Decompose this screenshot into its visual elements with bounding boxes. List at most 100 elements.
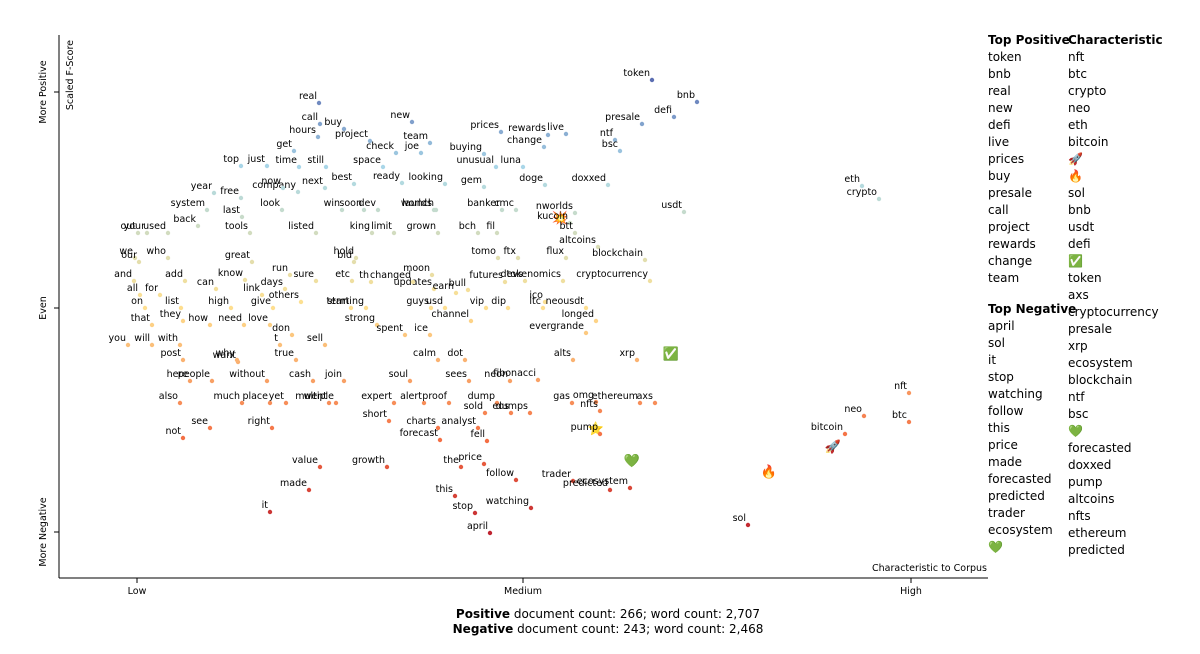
point-label: alert [400, 391, 422, 402]
point [239, 400, 245, 406]
point-label: fil [486, 221, 495, 232]
list-item: change [988, 254, 1032, 268]
point-label: real [299, 91, 317, 102]
point-emoji: 💚 [624, 453, 641, 469]
list-item: 💚 [988, 540, 1003, 554]
point [269, 425, 275, 431]
point [351, 259, 357, 265]
point-label: etc [335, 269, 350, 280]
point [209, 378, 215, 384]
point [410, 279, 416, 285]
point-label: cash [289, 369, 311, 380]
list-item: doxxed [1068, 458, 1111, 472]
point [418, 150, 424, 156]
list-item: defi [1068, 237, 1091, 251]
list-item: blockchain [1068, 373, 1132, 387]
point-emoji: ✅ [663, 346, 679, 362]
point-label: dev [359, 198, 377, 209]
point [507, 378, 513, 384]
point-label: dip [491, 296, 506, 307]
point [213, 286, 219, 292]
point-label: ethereum [592, 391, 638, 402]
point-label: limit [371, 221, 392, 232]
point [135, 230, 141, 236]
point [617, 148, 623, 154]
point-label: bitcoin [811, 422, 843, 433]
point [513, 207, 519, 213]
point-label: change [507, 135, 542, 146]
point-label: nfts [580, 399, 598, 410]
point-label: longed [562, 309, 594, 320]
point [391, 400, 397, 406]
y-tick-label: More Negative [38, 497, 49, 566]
point-label: it [262, 500, 269, 511]
list-item: token [988, 50, 1022, 64]
point [527, 410, 533, 416]
point-label: others [269, 290, 299, 301]
point [520, 164, 526, 170]
point [583, 305, 589, 311]
point-label: and [114, 269, 132, 280]
list-item: april [988, 319, 1015, 333]
point [421, 400, 427, 406]
point [239, 214, 245, 220]
point [367, 138, 373, 144]
point-label: buy [324, 117, 342, 128]
point-label: tokenomics [507, 269, 561, 280]
point [572, 230, 578, 236]
point-label: unusual [457, 155, 495, 166]
point [326, 400, 332, 406]
point [353, 255, 359, 261]
list-item: follow [988, 404, 1024, 418]
point-label: grown [407, 221, 436, 232]
point [384, 464, 390, 470]
list-item: forecasted [988, 472, 1052, 486]
list-item: presale [988, 186, 1032, 200]
point-label: live [547, 122, 564, 133]
list-item: pump [1068, 475, 1103, 489]
point [484, 438, 490, 444]
point [472, 510, 478, 516]
point-label: ntf [600, 128, 614, 139]
point-label: devs [501, 269, 523, 280]
point-label: system [171, 198, 205, 209]
point [409, 119, 415, 125]
point [861, 413, 867, 419]
point-label: free [220, 186, 239, 197]
list-item: btc [1068, 67, 1087, 81]
point-label: alts [554, 348, 571, 359]
point [495, 255, 501, 261]
list-title: Top Negative [988, 302, 1076, 316]
list-item: cryptocurrency [1068, 305, 1159, 319]
list-item: altcoins [1068, 492, 1115, 506]
point [671, 114, 677, 120]
point [481, 151, 487, 157]
point [313, 230, 319, 236]
point [264, 163, 270, 169]
point-label: give [251, 296, 271, 307]
point [211, 190, 217, 196]
footer-label: Negative [453, 622, 514, 636]
point [339, 207, 345, 213]
point [569, 400, 575, 406]
point [283, 400, 289, 406]
point-label: project [335, 129, 368, 140]
point-label: changed [370, 270, 411, 281]
point-label: usd [426, 296, 443, 307]
point-label: gas [553, 391, 570, 402]
point [634, 357, 640, 363]
point [499, 207, 505, 213]
point [462, 357, 468, 363]
point-label: list [165, 296, 179, 307]
point-label: know [218, 268, 243, 279]
point-label: banker [467, 198, 500, 209]
list-item: live [988, 135, 1009, 149]
point-label: ltc [529, 296, 541, 307]
point [563, 131, 569, 137]
point-label: join [324, 369, 342, 380]
point-label: space [353, 155, 381, 166]
point [442, 305, 448, 311]
point-label: expert [361, 391, 392, 402]
list-item: prices [988, 152, 1024, 166]
point [494, 400, 500, 406]
